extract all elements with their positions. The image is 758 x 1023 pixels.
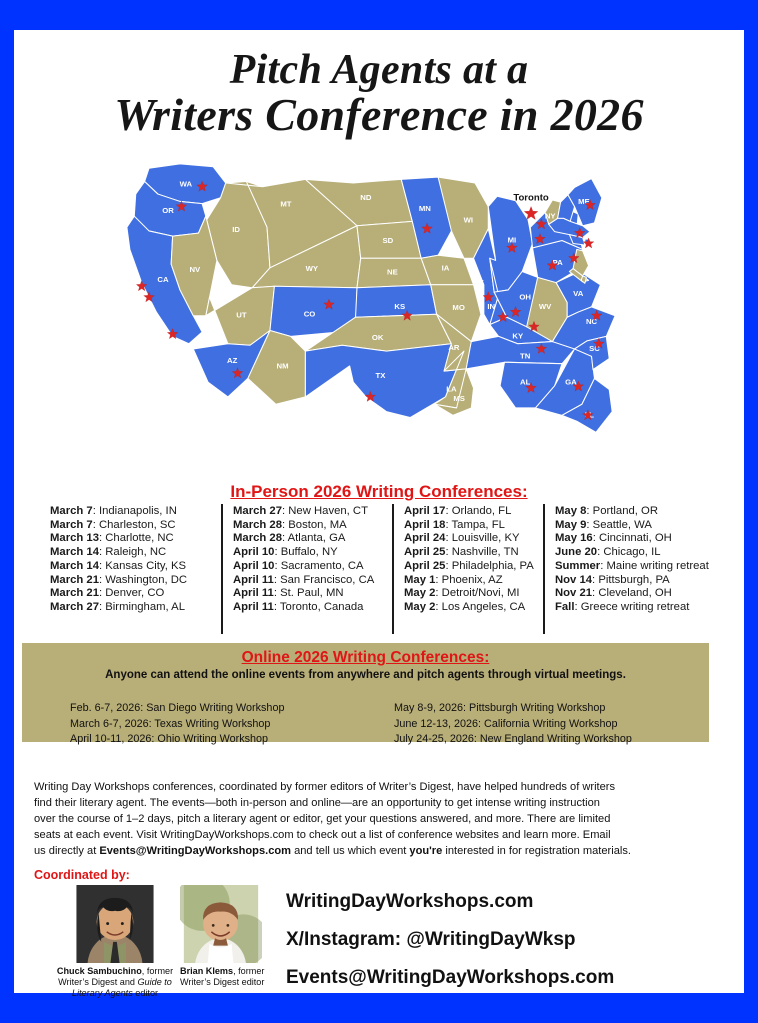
svg-text:KS: KS xyxy=(394,302,405,311)
svg-text:UT: UT xyxy=(236,310,247,319)
svg-text:WY: WY xyxy=(306,264,319,273)
svg-text:Toronto: Toronto xyxy=(513,193,549,204)
svg-text:VA: VA xyxy=(573,289,584,298)
svg-text:NE: NE xyxy=(387,267,398,276)
svg-text:NY: NY xyxy=(545,211,557,220)
svg-text:TN: TN xyxy=(520,352,531,361)
svg-text:OR: OR xyxy=(162,206,174,215)
svg-text:ND: ND xyxy=(360,193,372,202)
svg-text:IA: IA xyxy=(442,263,450,272)
svg-text:CO: CO xyxy=(304,309,316,318)
svg-text:OH: OH xyxy=(519,293,531,302)
svg-text:MS: MS xyxy=(453,394,465,403)
svg-text:AZ: AZ xyxy=(227,356,238,365)
svg-text:TX: TX xyxy=(376,371,387,380)
svg-text:IN: IN xyxy=(487,302,495,311)
svg-text:MO: MO xyxy=(452,303,464,312)
svg-text:NV: NV xyxy=(189,265,201,274)
svg-text:WA: WA xyxy=(180,180,193,189)
svg-text:AL: AL xyxy=(520,377,531,386)
svg-text:MN: MN xyxy=(419,204,431,213)
svg-text:AR: AR xyxy=(448,343,460,352)
svg-text:IL: IL xyxy=(477,274,484,283)
svg-text:KY: KY xyxy=(512,332,524,341)
svg-text:SD: SD xyxy=(382,236,393,245)
svg-text:LA: LA xyxy=(446,385,457,394)
svg-text:WV: WV xyxy=(539,302,552,311)
svg-text:OK: OK xyxy=(372,333,384,342)
svg-text:MT: MT xyxy=(280,200,291,209)
svg-text:ID: ID xyxy=(232,225,240,234)
svg-text:WI: WI xyxy=(464,216,473,225)
svg-text:NM: NM xyxy=(276,361,288,370)
svg-text:CA: CA xyxy=(157,275,169,284)
